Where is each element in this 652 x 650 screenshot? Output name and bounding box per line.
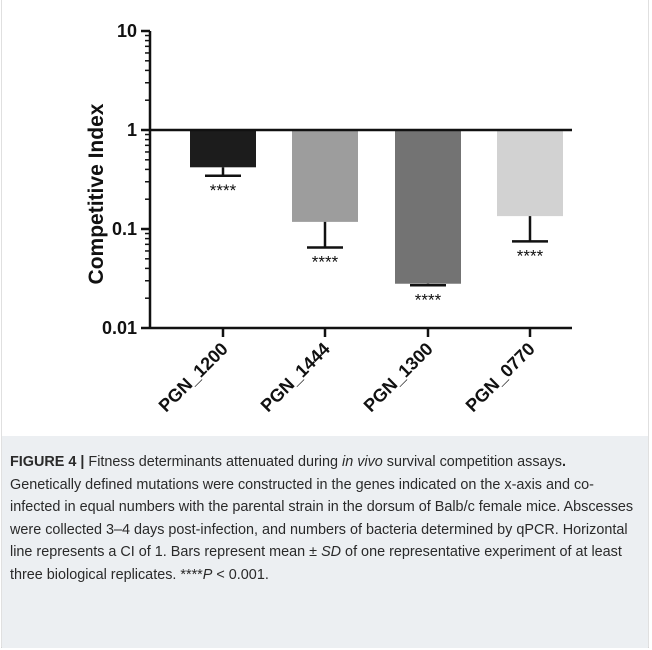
caption-text-4: of one representative experiment of at l… <box>10 544 622 583</box>
caption-italic-3: P <box>202 566 213 583</box>
caption-text-5: < 0.001. <box>212 566 269 583</box>
figure-caption: FIGURE 4 | Fitness determinants attenuat… <box>10 451 640 586</box>
y-tick-label: 1 <box>127 120 137 140</box>
caption-box <box>2 436 648 648</box>
bar-chart: **** **** **** **** PGN_1200 PGN_1444 PGN_130… <box>85 21 572 416</box>
caption-text-2: survival competition assays <box>382 454 562 470</box>
x-tick-label: PGN_1200 <box>155 339 232 416</box>
significance-label: **** <box>517 246 544 265</box>
caption-bold-dot: . <box>561 454 566 470</box>
caption-text-1: Fitness determinants attenuated during <box>84 454 342 470</box>
significance-label: **** <box>312 253 339 272</box>
y-axis-label: Competitive Index <box>85 103 108 284</box>
bar-pgn-1200 <box>190 130 256 168</box>
x-tick-label: PGN_0770 <box>462 339 539 416</box>
bar-pgn-0770 <box>497 130 563 217</box>
caption-label: FIGURE 4 | <box>10 454 85 470</box>
y-tick-label: 10 <box>117 21 137 41</box>
x-tick-label: PGN_1300 <box>360 339 437 416</box>
caption-italic-2: SD <box>321 544 342 560</box>
caption-text-3: Genetically defined mutations were const… <box>10 476 634 561</box>
bar-pgn-1444 <box>292 130 358 222</box>
y-tick-label: 0.1 <box>112 219 137 239</box>
y-tick-label: 0.01 <box>102 318 137 338</box>
significance-label: **** <box>210 181 237 200</box>
caption-italic-1: in vivo <box>342 454 383 470</box>
significance-label: **** <box>415 290 442 309</box>
bar-pgn-1300 <box>395 130 461 284</box>
x-tick-label: PGN_1444 <box>257 339 334 416</box>
